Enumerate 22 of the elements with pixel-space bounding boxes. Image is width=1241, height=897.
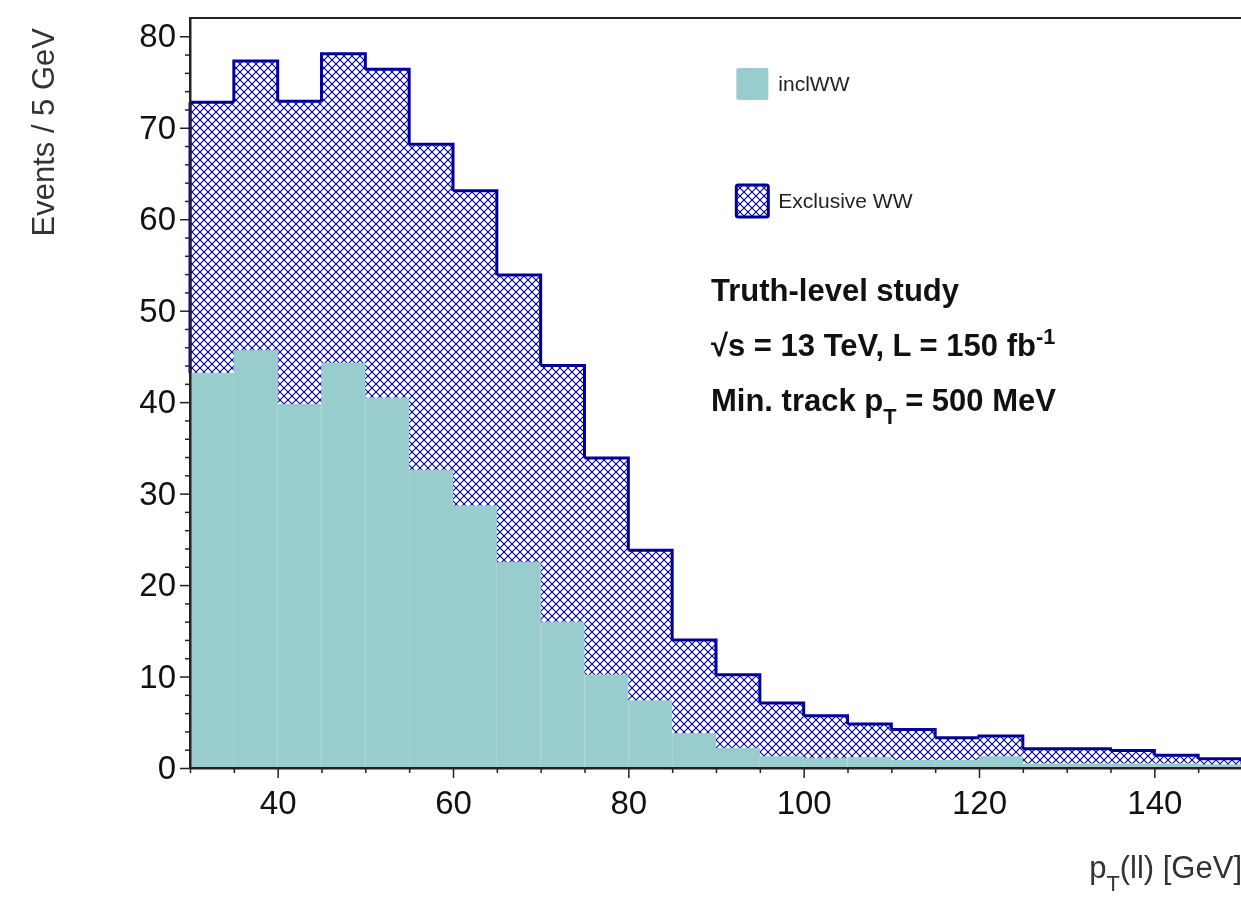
x-tick-label: 40	[259, 783, 297, 821]
x-tick-label: 100	[776, 783, 832, 821]
x-tick-label: 80	[610, 783, 648, 821]
x-tick-label: 120	[951, 783, 1008, 821]
annotation: Min. track p$_{T}$ = 500 MeV	[711, 383, 1057, 429]
y-tick-label: 50	[139, 291, 176, 329]
y-tick-label: 40	[139, 383, 176, 421]
y-tick-label: 60	[139, 200, 176, 238]
y-tick-label: 10	[139, 657, 176, 695]
legend-label: Exclusive WW	[778, 189, 913, 212]
x-axis-title: p$_{T}$(ll) [GeV]	[1089, 850, 1241, 896]
y-tick-label: 20	[139, 566, 176, 604]
y-tick-label: 70	[139, 108, 176, 146]
legend-label: inclWW	[778, 72, 850, 95]
y-tick-label: 80	[139, 17, 176, 55]
x-tick-label: 140	[1127, 783, 1183, 821]
y-tick-label: 30	[139, 474, 176, 512]
y-axis-title: Events / 5 GeV	[26, 27, 61, 237]
y-tick-label: 0	[157, 749, 176, 787]
x-tick-label: 60	[435, 783, 472, 821]
annotation: Truth-level study	[711, 273, 960, 308]
annotation: √s = 13 TeV, L = 150 fb$^{-1}$	[711, 323, 1056, 363]
